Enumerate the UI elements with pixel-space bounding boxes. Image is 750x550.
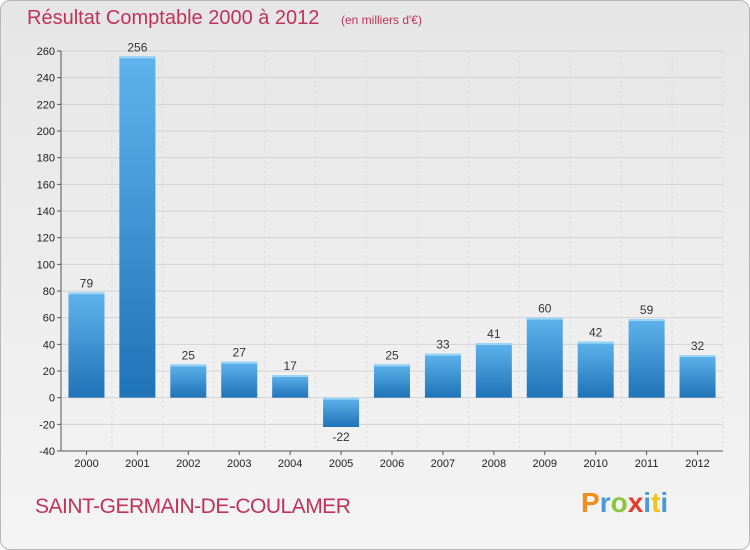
commune-name: SAINT-GERMAIN-DE-COULAMER: [35, 495, 351, 518]
y-tick-label: -20: [39, 419, 55, 431]
x-tick-label-2001: 2001: [125, 458, 149, 470]
bar-highlight-2001: [119, 56, 156, 59]
bar-highlight-2010: [577, 341, 614, 344]
bar-highlight-2009: [526, 317, 563, 320]
bar-2006: [374, 364, 410, 398]
data-label-2003: 27: [233, 346, 247, 360]
bar-highlight-2011: [628, 319, 665, 321]
x-tick-label-2007: 2007: [431, 458, 455, 470]
data-label-2004: 17: [283, 359, 297, 373]
data-labels: 79 256 25 27 17 -22 25 33 41 60 42 59 32: [80, 40, 705, 444]
bar-highlight-2002: [170, 364, 207, 367]
y-tick-label: -40: [39, 446, 55, 458]
bar-highlight-2008: [475, 343, 512, 345]
data-label-2011: 59: [640, 303, 654, 317]
proxiti-logo-letter: t: [651, 487, 661, 518]
y-tick-label: 220: [37, 99, 55, 111]
data-label-2006: 25: [385, 348, 399, 362]
bar-2007: [424, 353, 461, 398]
x-tick-label-2009: 2009: [533, 458, 557, 470]
bar-2003: [221, 361, 258, 398]
x-tick-label-2011: 2011: [635, 458, 659, 470]
y-tick-label: 100: [37, 259, 55, 271]
proxiti-logo: Proxiti: [581, 487, 668, 519]
y-tick-label: 0: [49, 393, 55, 405]
data-label-2001: 256: [127, 40, 147, 54]
y-tick-label: 240: [37, 73, 55, 85]
y-tick-label: 180: [37, 153, 55, 165]
bar-2005: [323, 397, 360, 427]
data-label-2008: 41: [487, 327, 501, 341]
x-tick-label-2005: 2005: [329, 458, 353, 470]
bar-2001: [119, 56, 156, 398]
y-tick-label: 80: [43, 286, 55, 298]
bar-highlight-2003: [221, 361, 258, 364]
bar-2010: [577, 341, 614, 398]
bar-2012: [679, 355, 716, 398]
x-tick-label-2008: 2008: [482, 458, 506, 470]
bar-highlight-2006: [374, 364, 410, 367]
data-label-2010: 42: [589, 326, 603, 340]
proxiti-logo-letter: r: [599, 487, 611, 518]
data-label-2009: 60: [538, 302, 552, 316]
y-tick-label: 120: [37, 233, 55, 245]
proxiti-logo-letter: P: [581, 487, 600, 518]
data-label-2000: 79: [80, 276, 94, 290]
y-tick-label: 200: [37, 126, 55, 138]
bar-2009: [526, 317, 563, 398]
proxiti-logo-letter: i: [660, 487, 669, 518]
y-tick-label: 40: [43, 339, 55, 351]
chart-subtitle: (en milliers d'€): [341, 13, 422, 27]
bar-2008: [475, 343, 512, 398]
gridlines: [60, 50, 724, 452]
bars: [68, 56, 716, 427]
bar-highlight-2012: [679, 355, 716, 357]
x-tick-label-2012: 2012: [685, 458, 709, 470]
x-tick-label-2010: 2010: [583, 458, 607, 470]
x-tick-label-2006: 2006: [380, 458, 404, 470]
x-tick-label-2002: 2002: [176, 458, 200, 470]
bar-2000: [68, 292, 105, 398]
x-tick-label-2004: 2004: [278, 458, 302, 470]
y-tick-label: 260: [37, 46, 55, 58]
data-label-2012: 32: [691, 339, 705, 353]
bar-2004: [272, 375, 309, 398]
bar-2002: [170, 364, 207, 398]
x-tick-label-2000: 2000: [74, 458, 98, 470]
proxiti-logo-letter: i: [643, 487, 652, 518]
y-tick-label: 160: [37, 179, 55, 191]
proxiti-logo-letter: o: [610, 487, 628, 518]
data-label-2007: 33: [436, 338, 450, 352]
data-label-2002: 25: [182, 348, 196, 362]
bar-highlight-2000: [68, 292, 105, 295]
chart-title: Résultat Comptable 2000 à 2012: [27, 7, 320, 29]
y-tick-label: 60: [43, 313, 55, 325]
bar-2011: [628, 319, 665, 398]
y-tick-label: 20: [43, 366, 55, 378]
proxiti-logo-letter: x: [627, 487, 644, 518]
bar-highlight-2007: [424, 353, 461, 356]
bar-highlight-2005: [323, 397, 360, 400]
axes: -40 -20 0 20 40 60 80 100 120 140 160 180 200 220 240 2…: [37, 46, 723, 470]
x-tick-label-2003: 2003: [227, 458, 251, 470]
y-tick-label: 140: [37, 206, 55, 218]
bar-highlight-2004: [272, 375, 309, 377]
data-label-2005: -22: [332, 430, 350, 444]
